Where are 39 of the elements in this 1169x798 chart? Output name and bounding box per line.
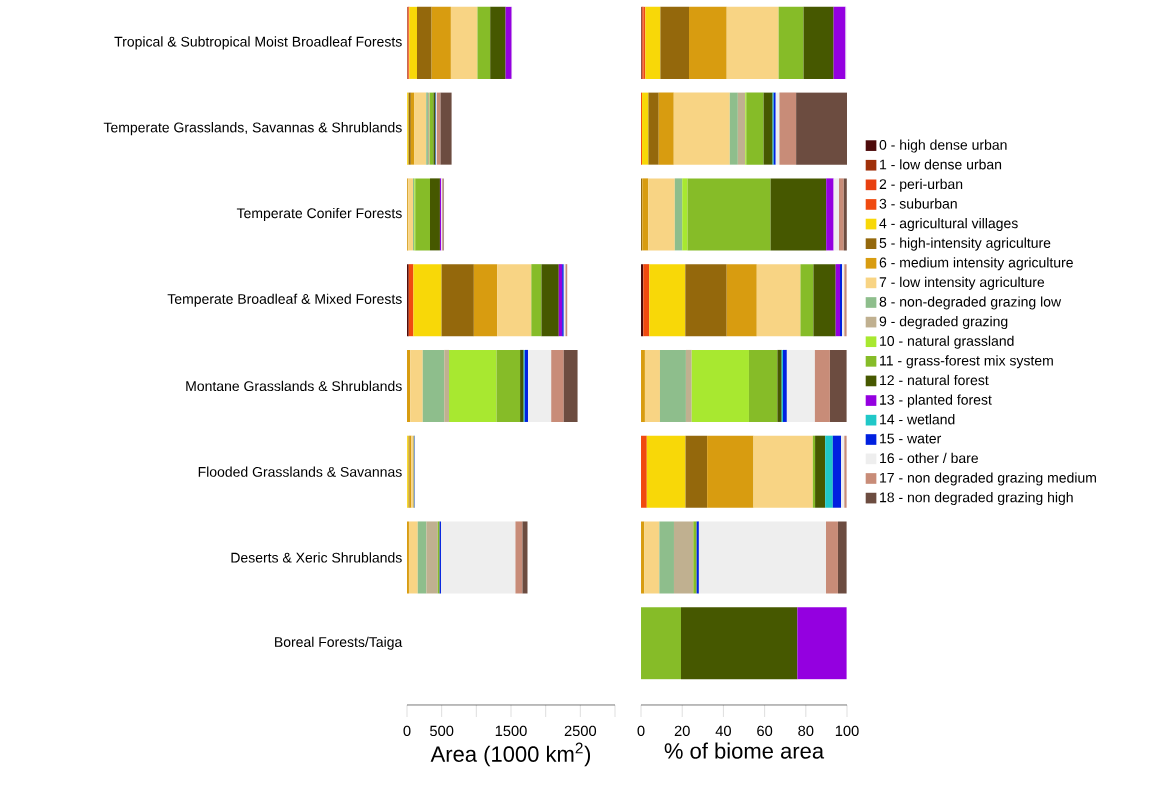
x-tick-label: 0: [403, 725, 411, 737]
legend-label: 1 - low dense urban: [880, 159, 1002, 170]
legend-label: 9 - degraded grazing: [879, 316, 1008, 330]
x-tick-label: 500: [430, 725, 454, 737]
x-tick-label: 2500: [564, 725, 597, 737]
y-tick-label: Tropical & Subtropical Moist Broadleaf Forests: [114, 36, 402, 50]
x-tick-label: 40: [715, 725, 731, 737]
legend-label: 14 - wetland: [880, 414, 955, 425]
legend-label: 5 - high-intensity agriculture: [879, 237, 1051, 251]
legend-label: 18 - non degraded grazing high: [880, 492, 1073, 506]
x-tick-label: 100: [835, 725, 859, 737]
legend-label: 10 - natural grassland: [880, 335, 1014, 349]
legend-label: 8 - non-degraded grazing low: [879, 296, 1062, 310]
y-tick-label: Montane Grasslands & Shrublands: [186, 380, 402, 392]
legend-label: 16 - other / bare: [880, 452, 978, 464]
legend-label: 2 - peri-urban: [879, 178, 963, 192]
legend-label: 7 - low intensity agriculture: [879, 276, 1045, 290]
x-axis-title: % of biome area: [664, 742, 825, 759]
y-tick-label: Temperate Conifer Forests: [236, 207, 402, 221]
y-tick-label: Temperate Broadleaf & Mixed Forests: [167, 293, 402, 307]
y-tick-label: Deserts & Xeric Shrublands: [231, 552, 402, 563]
x-tick-label: 1500: [495, 725, 527, 737]
legend-label: 12 - natural forest: [880, 374, 989, 386]
legend-label: 0 - high dense urban: [879, 139, 1007, 153]
y-tick-label: Flooded Grasslands & Savannas: [198, 466, 402, 477]
legend-label: 4 - agricultural villages: [879, 217, 1018, 232]
x-tick-label: 20: [674, 725, 690, 737]
x-tick-label: 0: [637, 725, 645, 737]
legend-label: 6 - medium intensity agriculture: [879, 257, 1073, 271]
legend-label: 13 - planted forest: [880, 394, 992, 408]
x-axis-title: Area (1000 km$^{2}$): [430, 742, 591, 767]
legend-label: 15 - water: [880, 433, 942, 444]
x-tick-label: 60: [757, 725, 773, 737]
y-tick-label: Boreal Forests/Taiga: [275, 636, 403, 650]
x-tick-label: 80: [798, 725, 814, 737]
legend-label: 17 - non degraded grazing medium: [880, 472, 1096, 486]
legend-label: 11 - grass-forest mix system: [880, 355, 1053, 369]
legend-label: 3 - suburban: [879, 198, 957, 209]
y-tick-label: Temperate Grasslands, Savannas & Shrublands: [103, 122, 402, 136]
